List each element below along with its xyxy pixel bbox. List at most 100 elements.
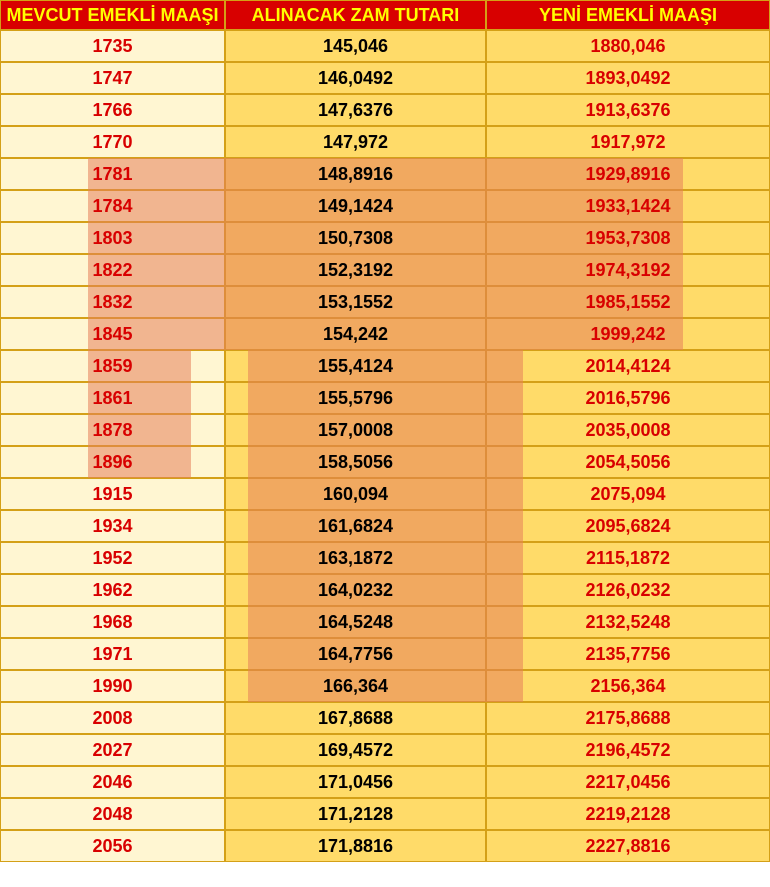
raise-amount-value: 157,0008: [318, 420, 393, 441]
current-salary-value: 1770: [92, 132, 132, 153]
raise-amount-value: 160,094: [323, 484, 388, 505]
table-row: 1803150,73081953,7308: [0, 222, 770, 254]
cell-raise-amount: 164,0232: [225, 574, 486, 606]
cell-raise-amount: 154,242: [225, 318, 486, 350]
cell-current-salary: 1962: [0, 574, 225, 606]
cell-raise-amount: 171,0456: [225, 766, 486, 798]
cell-raise-amount: 149,1424: [225, 190, 486, 222]
cell-new-salary: 2175,8688: [486, 702, 770, 734]
raise-amount-value: 161,6824: [318, 516, 393, 537]
new-salary-value: 1880,046: [590, 36, 665, 57]
table-row: 2046171,0456 2217,0456: [0, 766, 770, 798]
table-row: 1770147,9721917,972: [0, 126, 770, 158]
new-salary-value: 2014,4124: [585, 356, 670, 377]
current-salary-value: 1747: [92, 68, 132, 89]
new-salary-value: 2217,0456: [585, 772, 670, 793]
cell-current-salary: 1784: [0, 190, 225, 222]
cell-raise-amount: 152,3192: [225, 254, 486, 286]
cell-new-salary: 1953,7308: [486, 222, 770, 254]
cell-new-salary: 1933,1424: [486, 190, 770, 222]
cell-current-salary: 1990: [0, 670, 225, 702]
table-body: 1735145,0461880,0461747146,04921893,0492…: [0, 30, 770, 862]
new-salary-value: 1999,242: [590, 324, 665, 345]
cell-new-salary: 2075,094: [486, 478, 770, 510]
table-row: 1859 155,4124 2014,4124: [0, 350, 770, 382]
cell-current-salary: 1896: [0, 446, 225, 478]
current-salary-value: 1896: [92, 452, 132, 473]
cell-raise-amount: 171,8816: [225, 830, 486, 862]
cell-raise-amount: 171,2128: [225, 798, 486, 830]
current-salary-value: 1962: [92, 580, 132, 601]
raise-amount-value: 148,8916: [318, 164, 393, 185]
cell-current-salary: 2048: [0, 798, 225, 830]
pension-table: MEVCUT EMEKLİ MAAŞI ALINACAK ZAM TUTARI …: [0, 0, 770, 862]
cell-raise-amount: 155,4124: [225, 350, 486, 382]
table-row: 1896158,50562054,5056: [0, 446, 770, 478]
cell-current-salary: 1781: [0, 158, 225, 190]
header-raise-amount: ALINACAK ZAM TUTARI: [225, 0, 486, 30]
cell-raise-amount: 164,5248: [225, 606, 486, 638]
table-row: 1845154,242 1999,242: [0, 318, 770, 350]
new-salary-value: 2035,0008: [585, 420, 670, 441]
cell-new-salary: 2219,2128: [486, 798, 770, 830]
raise-amount-value: 167,8688: [318, 708, 393, 729]
new-salary-value: 2175,8688: [585, 708, 670, 729]
current-salary-value: 2027: [92, 740, 132, 761]
current-salary-value: 1859: [92, 356, 132, 377]
cell-current-salary: 1845: [0, 318, 225, 350]
table-row: 1878 157,0008 2035,0008: [0, 414, 770, 446]
cell-current-salary: 1878: [0, 414, 225, 446]
current-salary-value: 1968: [92, 612, 132, 633]
current-salary-value: 2056: [92, 836, 132, 857]
cell-current-salary: 2046: [0, 766, 225, 798]
cell-new-salary: 2196,4572: [486, 734, 770, 766]
header-current-salary: MEVCUT EMEKLİ MAAŞI: [0, 0, 225, 30]
cell-raise-amount: 160,094: [225, 478, 486, 510]
cell-new-salary: 2095,6824: [486, 510, 770, 542]
new-salary-value: 2219,2128: [585, 804, 670, 825]
raise-amount-value: 164,5248: [318, 612, 393, 633]
new-salary-value: 1974,3192: [585, 260, 670, 281]
cell-new-salary: 2035,0008: [486, 414, 770, 446]
raise-amount-value: 166,364: [323, 676, 388, 697]
current-salary-value: 1781: [92, 164, 132, 185]
current-salary-value: 1934: [92, 516, 132, 537]
table-row: 2048 171,2128 2219,2128: [0, 798, 770, 830]
cell-current-salary: 1832: [0, 286, 225, 318]
cell-raise-amount: 155,5796: [225, 382, 486, 414]
table-row: 1747146,04921893,0492: [0, 62, 770, 94]
cell-raise-amount: 166,364: [225, 670, 486, 702]
cell-raise-amount: 164,7756: [225, 638, 486, 670]
raise-amount-value: 150,7308: [318, 228, 393, 249]
cell-new-salary: 2014,4124: [486, 350, 770, 382]
new-salary-value: 2132,5248: [585, 612, 670, 633]
current-salary-value: 1832: [92, 292, 132, 313]
new-salary-value: 2054,5056: [585, 452, 670, 473]
cell-new-salary: 1917,972: [486, 126, 770, 158]
new-salary-value: 2227,8816: [585, 836, 670, 857]
current-salary-value: 1915: [92, 484, 132, 505]
current-salary-value: 1971: [92, 644, 132, 665]
current-salary-value: 2048: [92, 804, 132, 825]
raise-amount-value: 153,1552: [318, 292, 393, 313]
current-salary-value: 1735: [92, 36, 132, 57]
header-new-salary: YENİ EMEKLİ MAAŞI: [486, 0, 770, 30]
new-salary-value: 2095,6824: [585, 516, 670, 537]
cell-current-salary: 2027: [0, 734, 225, 766]
table-row: 1735145,0461880,046: [0, 30, 770, 62]
raise-amount-value: 155,5796: [318, 388, 393, 409]
new-salary-value: 2196,4572: [585, 740, 670, 761]
raise-amount-value: 152,3192: [318, 260, 393, 281]
cell-current-salary: 1971: [0, 638, 225, 670]
current-salary-value: 1990: [92, 676, 132, 697]
current-salary-value: 1878: [92, 420, 132, 441]
table-row: 1766147,63761913,6376: [0, 94, 770, 126]
cell-current-salary: 1861: [0, 382, 225, 414]
cell-current-salary: 1968: [0, 606, 225, 638]
cell-current-salary: 1859: [0, 350, 225, 382]
cell-raise-amount: 163,1872: [225, 542, 486, 574]
table-row: 1915 160,094 2075,094: [0, 478, 770, 510]
cell-current-salary: 1766: [0, 94, 225, 126]
cell-raise-amount: 153,1552: [225, 286, 486, 318]
table-row: 1971164,77562135,7756: [0, 638, 770, 670]
